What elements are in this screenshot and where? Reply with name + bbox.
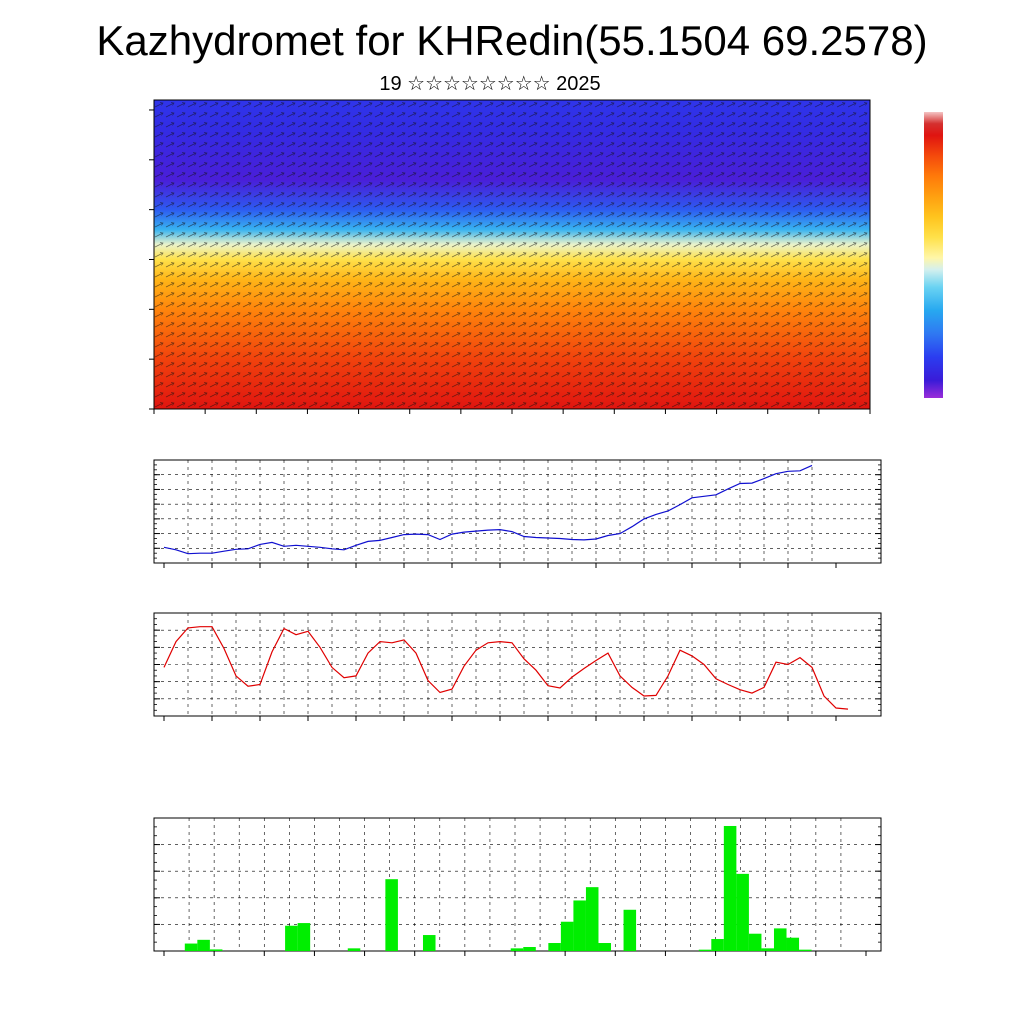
precip-bar (510, 948, 524, 951)
precip-bar (623, 909, 637, 951)
precip-bar (698, 949, 712, 951)
plot-frame (153, 459, 882, 564)
precip-bar (184, 943, 198, 951)
precip-bar (711, 939, 724, 951)
temp-panel (153, 612, 882, 721)
page-subtitle: 19 ☆☆☆☆☆☆☆☆ 2025 (379, 73, 601, 95)
precip-bar (523, 947, 536, 951)
cross-section-panel (149, 99, 871, 414)
data-series-line (163, 464, 813, 555)
precip-bar (799, 949, 812, 951)
precip-bar (773, 928, 787, 951)
precip-bar (598, 943, 612, 951)
precip-bar (347, 948, 361, 951)
precip-bar (560, 921, 574, 951)
precip-bar (573, 900, 586, 951)
page-title: Kazhydromet for KHRedin(55.1504 69.2578) (96, 17, 928, 64)
pmsl-panel (153, 459, 882, 568)
precip-bar (723, 825, 737, 951)
colorbar-fill (924, 112, 943, 398)
plot-frame (153, 817, 882, 952)
precip-panel (153, 817, 882, 956)
precip-bar (297, 923, 311, 951)
precip-bar (209, 949, 223, 951)
precip-bar (786, 937, 800, 951)
precip-bar (736, 873, 749, 951)
precip-bar (385, 879, 398, 951)
precip-bar (285, 925, 298, 951)
precip-bar (761, 948, 774, 951)
precip-bar (548, 943, 561, 951)
data-series-line (163, 626, 849, 710)
wind-vector-overlay (154, 100, 870, 409)
precip-bar (748, 933, 762, 951)
precip-bar (585, 887, 599, 951)
precip-bar (197, 939, 210, 951)
precip-bar (422, 935, 436, 951)
colorbar (924, 112, 943, 398)
